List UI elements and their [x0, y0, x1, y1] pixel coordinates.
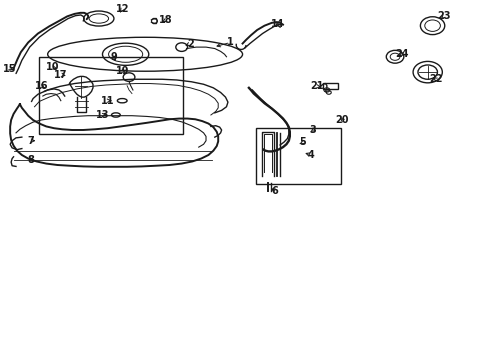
Text: 2: 2	[187, 39, 194, 49]
Text: 1: 1	[227, 37, 234, 48]
Bar	[323, 83, 338, 89]
Text: 18: 18	[159, 15, 173, 25]
Text: 15: 15	[3, 64, 17, 73]
Text: 7: 7	[27, 136, 34, 146]
Text: 16: 16	[35, 81, 48, 91]
Text: 23: 23	[437, 12, 450, 21]
Text: 13: 13	[96, 110, 109, 120]
Text: 10: 10	[46, 63, 59, 72]
Text: 17: 17	[54, 69, 68, 80]
Text: 9: 9	[110, 52, 117, 62]
Text: 21: 21	[310, 81, 324, 91]
Text: 20: 20	[336, 115, 349, 125]
Bar	[39, 57, 183, 134]
Text: 22: 22	[429, 74, 443, 84]
Text: 24: 24	[395, 49, 409, 59]
Text: 14: 14	[271, 18, 285, 28]
Text: 6: 6	[272, 186, 279, 196]
Text: 5: 5	[299, 138, 306, 148]
Text: 19: 19	[116, 66, 129, 76]
Text: 8: 8	[27, 156, 34, 165]
Text: 4: 4	[307, 150, 314, 160]
Text: 11: 11	[101, 96, 114, 106]
Text: 3: 3	[310, 125, 317, 135]
Text: 12: 12	[116, 4, 129, 14]
Bar	[256, 128, 341, 184]
